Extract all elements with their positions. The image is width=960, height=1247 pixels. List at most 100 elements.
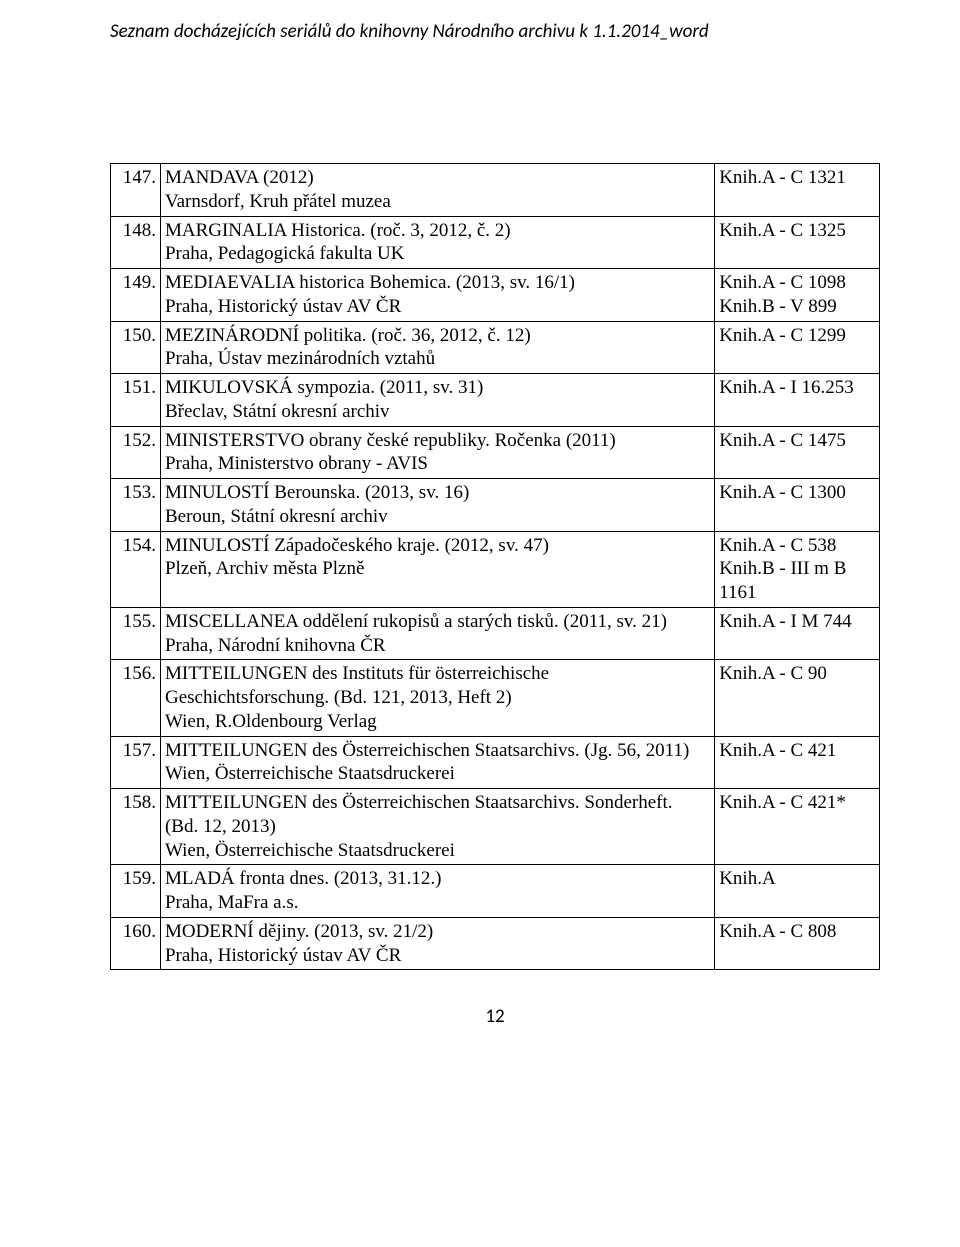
row-number: 152. (111, 426, 161, 479)
row-title: MEDIAEVALIA historica Bohemica. (2013, s… (165, 272, 575, 293)
table-row: 158.MITTEILUNGEN des Österreichischen St… (111, 789, 880, 865)
row-title: MIKULOVSKÁ sympozia. (2011, sv. 31) (165, 377, 483, 398)
row-code-2: Knih.B - III m B 1161 (719, 558, 846, 603)
document-page: Seznam docházejících seriálů do knihovny… (0, 0, 960, 1068)
row-code: Knih.A - I M 744 (715, 607, 880, 660)
row-title: MANDAVA (2012) (165, 167, 314, 188)
row-subtitle: Praha, Pedagogická fakulta UK (165, 243, 405, 264)
row-code: Knih.A - C 1300 (715, 479, 880, 532)
row-number: 151. (111, 374, 161, 427)
table-row: 148.MARGINALIA Historica. (roč. 3, 2012,… (111, 216, 880, 269)
row-code: Knih.A - I 16.253 (715, 374, 880, 427)
row-main: MARGINALIA Historica. (roč. 3, 2012, č. … (160, 216, 714, 269)
row-subtitle: Wien, Österreichische Staatsdruckerei (165, 840, 455, 861)
row-main: MEZINÁRODNÍ politika. (roč. 36, 2012, č.… (160, 321, 714, 374)
row-title: MLADÁ fronta dnes. (2013, 31.12.) (165, 868, 442, 889)
row-subtitle: Plzeň, Archiv města Plzně (165, 558, 364, 579)
row-title: MARGINALIA Historica. (roč. 3, 2012, č. … (165, 220, 511, 241)
page-number: 12 (110, 1005, 880, 1028)
row-code-1: Knih.A - C 421* (719, 792, 846, 813)
row-number: 147. (111, 164, 161, 217)
row-subtitle: Praha, Ministerstvo obrany - AVIS (165, 453, 428, 474)
row-code-1: Knih.A (719, 868, 775, 889)
row-code: Knih.A (715, 865, 880, 918)
table-body: 147.MANDAVA (2012) Varnsdorf, Kruh přátel… (111, 164, 880, 970)
row-code: Knih.A - C 1098 Knih.B - V 899 (715, 269, 880, 322)
table-row: 151.MIKULOVSKÁ sympozia. (2011, sv. 31) B… (111, 374, 880, 427)
row-code-2: Knih.B - V 899 (719, 296, 837, 317)
row-title: MISCELLANEA oddělení rukopisů a starých … (165, 611, 667, 632)
row-main: MEDIAEVALIA historica Bohemica. (2013, s… (160, 269, 714, 322)
page-header: Seznam docházejících seriálů do knihovny… (110, 20, 880, 43)
row-number: 154. (111, 531, 161, 607)
row-subtitle: Praha, Historický ústav AV ČR (165, 296, 401, 317)
row-subtitle: Břeclav, Státní okresní archiv (165, 401, 390, 422)
row-subtitle: Wien, Österreichische Staatsdruckerei (165, 763, 455, 784)
row-main: MINISTERSTVO obrany české republiky. Roč… (160, 426, 714, 479)
table-row: 147.MANDAVA (2012) Varnsdorf, Kruh přátel… (111, 164, 880, 217)
row-code-1: Knih.A - C 90 (719, 663, 827, 684)
row-code-1: Knih.A - C 538 (719, 535, 836, 556)
row-number: 148. (111, 216, 161, 269)
row-code: Knih.A - C 1325 (715, 216, 880, 269)
row-number: 157. (111, 736, 161, 789)
row-number: 156. (111, 660, 161, 736)
row-subtitle: Varnsdorf, Kruh přátel muzea (165, 191, 391, 212)
row-number: 158. (111, 789, 161, 865)
row-main: MITTEILUNGEN des Österreichischen Staats… (160, 736, 714, 789)
row-main: MIKULOVSKÁ sympozia. (2011, sv. 31) Břecl… (160, 374, 714, 427)
table-row: 152.MINISTERSTVO obrany české republiky.… (111, 426, 880, 479)
row-subtitle: Praha, MaFra a.s. (165, 892, 299, 913)
table-row: 153.MINULOSTÍ Berounska. (2013, sv. 16) B… (111, 479, 880, 532)
row-main: MITTEILUNGEN des Österreichischen Staats… (160, 789, 714, 865)
table-row: 160.MODERNÍ dějiny. (2013, sv. 21/2)Prah… (111, 917, 880, 970)
table-row: 157.MITTEILUNGEN des Österreichischen St… (111, 736, 880, 789)
row-code: Knih.A - C 90 (715, 660, 880, 736)
row-main: MITTEILUNGEN des Instituts für österreic… (160, 660, 714, 736)
row-number: 150. (111, 321, 161, 374)
row-title: MODERNÍ dějiny. (2013, sv. 21/2) (165, 921, 433, 942)
row-code-1: Knih.A - C 1299 (719, 325, 846, 346)
row-code-1: Knih.A - I M 744 (719, 611, 851, 632)
row-number: 155. (111, 607, 161, 660)
row-code: Knih.A - C 421 (715, 736, 880, 789)
table-row: 154.MINULOSTÍ Západočeského kraje. (2012… (111, 531, 880, 607)
table-row: 150.MEZINÁRODNÍ politika. (roč. 36, 2012… (111, 321, 880, 374)
row-code-1: Knih.A - C 1300 (719, 482, 846, 503)
row-main: MODERNÍ dějiny. (2013, sv. 21/2)Praha, H… (160, 917, 714, 970)
row-code: Knih.A - C 538Knih.B - III m B 1161 (715, 531, 880, 607)
table-row: 156.MITTEILUNGEN des Instituts für öster… (111, 660, 880, 736)
table-row: 159.MLADÁ fronta dnes. (2013, 31.12.) Pra… (111, 865, 880, 918)
row-code: Knih.A - C 1299 (715, 321, 880, 374)
row-title: MITTEILUNGEN des Instituts für österreic… (165, 663, 549, 708)
row-code: Knih.A - C 1321 (715, 164, 880, 217)
row-main: MANDAVA (2012) Varnsdorf, Kruh přátel muz… (160, 164, 714, 217)
row-title: MINULOSTÍ Berounska. (2013, sv. 16) (165, 482, 469, 503)
row-code-1: Knih.A - C 1098 (719, 272, 846, 293)
row-number: 149. (111, 269, 161, 322)
row-code-1: Knih.A - C 808 (719, 921, 836, 942)
row-number: 153. (111, 479, 161, 532)
row-code-1: Knih.A - C 1325 (719, 220, 846, 241)
row-code-1: Knih.A - I 16.253 (719, 377, 854, 398)
row-subtitle: Praha, Národní knihovna ČR (165, 635, 386, 656)
row-title: MEZINÁRODNÍ politika. (roč. 36, 2012, č.… (165, 325, 531, 346)
row-main: MINULOSTÍ Berounska. (2013, sv. 16) Berou… (160, 479, 714, 532)
row-code-1: Knih.A - C 1321 (719, 167, 846, 188)
row-code: Knih.A - C 808 (715, 917, 880, 970)
row-subtitle: Wien, R.Oldenbourg Verlag (165, 711, 377, 732)
row-title: MITTEILUNGEN des Österreichischen Staats… (165, 740, 689, 761)
row-title: MITTEILUNGEN des Österreichischen Staats… (165, 792, 673, 837)
row-main: MLADÁ fronta dnes. (2013, 31.12.) Praha, … (160, 865, 714, 918)
row-code: Knih.A - C 421* (715, 789, 880, 865)
row-code-1: Knih.A - C 1475 (719, 430, 846, 451)
row-main: MINULOSTÍ Západočeského kraje. (2012, sv… (160, 531, 714, 607)
row-subtitle: Beroun, Státní okresní archiv (165, 506, 388, 527)
row-number: 159. (111, 865, 161, 918)
row-code: Knih.A - C 1475 (715, 426, 880, 479)
row-number: 160. (111, 917, 161, 970)
row-title: MINULOSTÍ Západočeského kraje. (2012, sv… (165, 535, 549, 556)
table-row: 149.MEDIAEVALIA historica Bohemica. (201… (111, 269, 880, 322)
row-main: MISCELLANEA oddělení rukopisů a starých … (160, 607, 714, 660)
table-row: 155.MISCELLANEA oddělení rukopisů a star… (111, 607, 880, 660)
